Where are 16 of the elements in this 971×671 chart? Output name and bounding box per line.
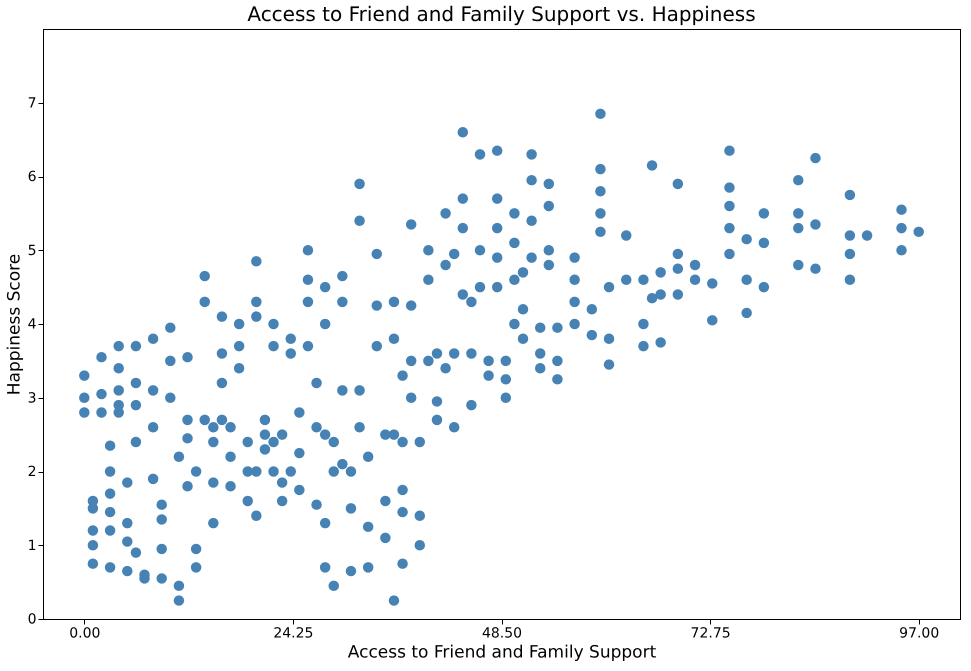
y-tick-label: 4	[28, 316, 37, 332]
y-tick-label: 7	[28, 95, 36, 112]
chart-title: Access to Friend and Family Support vs. Happiness	[247, 2, 756, 26]
y-tick-label: 6	[28, 169, 37, 185]
x-axis-title: Access to Friend and Family Support	[348, 642, 657, 662]
y-axis-title: Happiness Score	[4, 254, 25, 396]
x-tick-label: 97.00	[899, 626, 940, 642]
x-tick-label: 72.75	[690, 626, 731, 642]
x-tick-label: 48.50	[482, 626, 522, 642]
y-tick-label: 5	[28, 242, 36, 259]
x-tick-label: 0.00	[69, 626, 100, 642]
y-tick-label: 2	[28, 464, 36, 480]
x-tick-label: 24.25	[273, 626, 314, 642]
y-tick-label: 1	[28, 538, 36, 554]
y-tick-label: 3	[28, 390, 36, 406]
y-tick-label: 0	[28, 612, 36, 628]
